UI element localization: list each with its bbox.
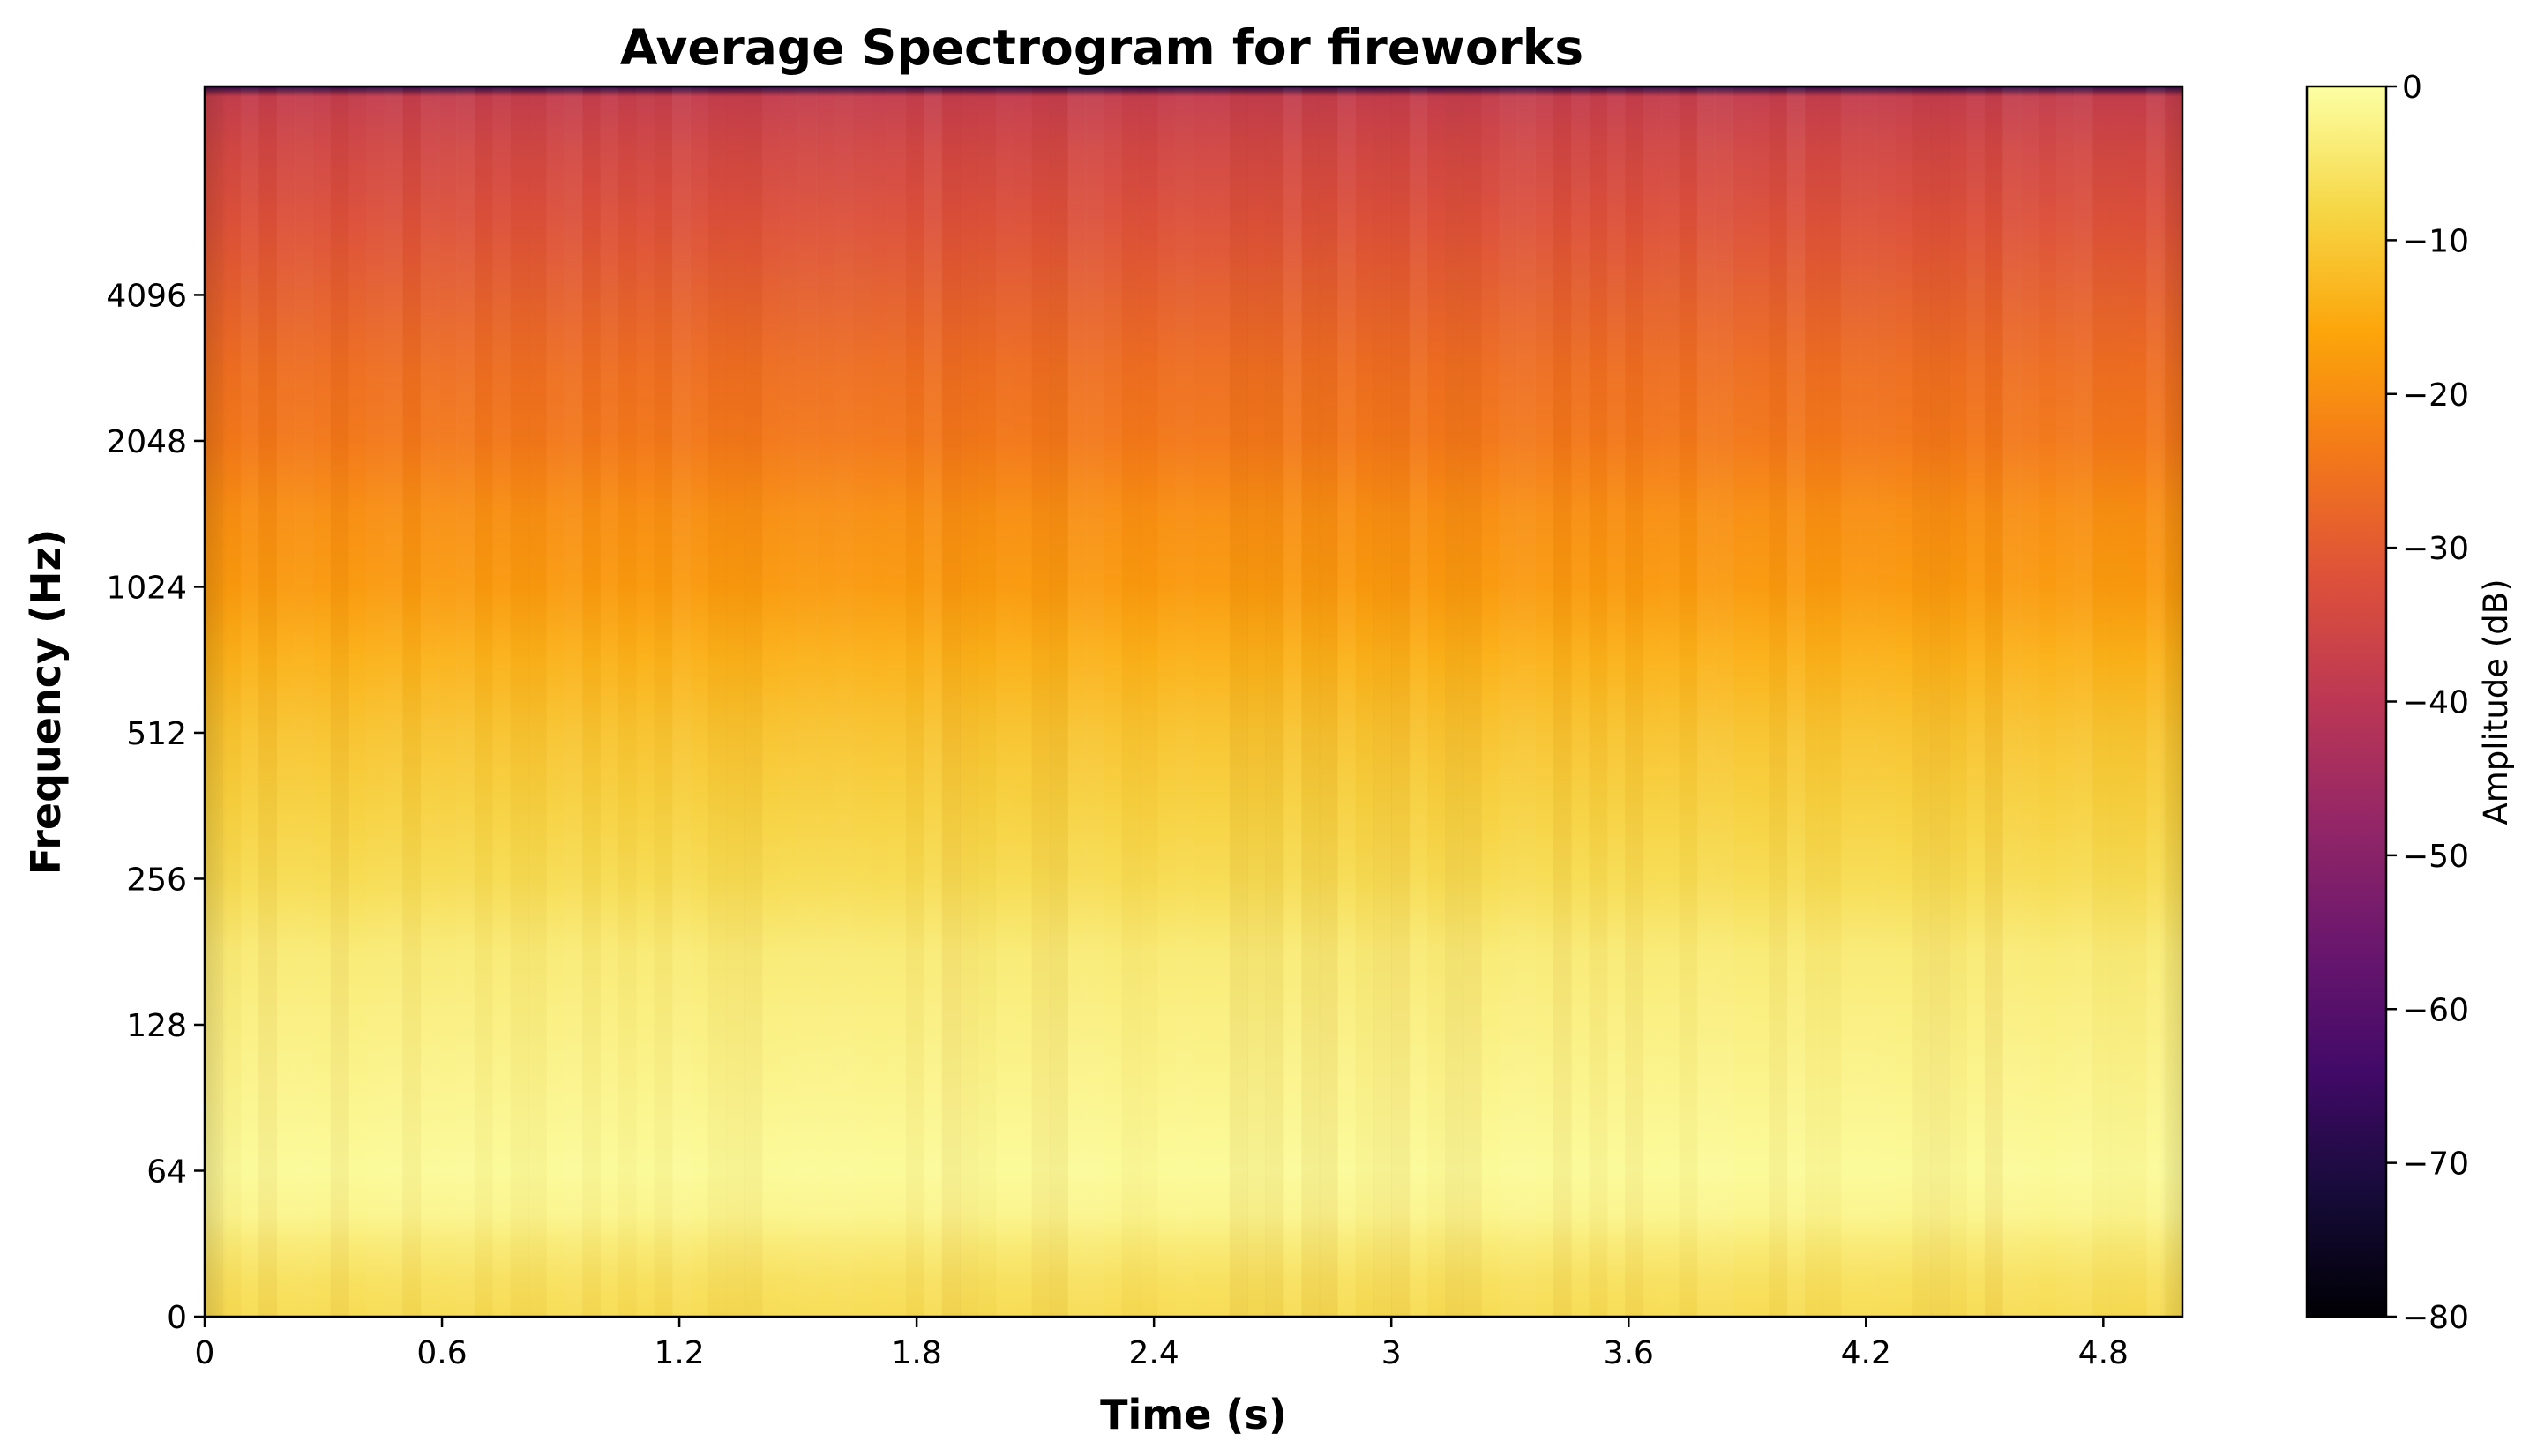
colorbar-ticks: 0 −10 −20 −30 −40 −50 −60 −70 −80 — [2386, 70, 2469, 1336]
x-tick-label: 3.6 — [1604, 1335, 1654, 1371]
colorbar-tick-label: −70 — [2402, 1146, 2469, 1183]
colorbar-tick-label: −50 — [2402, 839, 2469, 875]
colorbar-tick-label: −80 — [2402, 1300, 2469, 1336]
colorbar-gradient — [2307, 86, 2386, 1317]
x-tick-label: 4.2 — [1841, 1335, 1891, 1371]
x-tick-label: 1.2 — [654, 1335, 704, 1371]
colorbar-tick-label: −40 — [2402, 685, 2469, 721]
colorbar-label: Amplitude (dB) — [2477, 579, 2515, 825]
chart-title: Average Spectrogram for fireworks — [620, 19, 1583, 76]
colorbar-tick-label: −20 — [2402, 377, 2469, 414]
plot-area — [203, 85, 2184, 1318]
colorbar-tick-label: −10 — [2402, 223, 2469, 259]
y-tick-label: 2048 — [106, 424, 187, 460]
spectrogram-edge-shading — [205, 86, 2182, 1317]
y-tick-label: 64 — [146, 1154, 187, 1190]
y-tick-label: 128 — [126, 1008, 187, 1044]
y-tick-label: 512 — [126, 716, 187, 752]
x-tick-label: 4.8 — [2078, 1335, 2129, 1371]
x-tick-label: 0 — [195, 1335, 215, 1371]
x-tick-label: 0.6 — [416, 1335, 467, 1371]
plot-frame — [203, 85, 2184, 1318]
y-tick-label: 1024 — [106, 570, 187, 606]
x-axis-label: Time (s) — [1100, 1391, 1287, 1438]
colorbar-tick-label: −30 — [2402, 531, 2469, 567]
y-tick-label: 0 — [167, 1300, 187, 1336]
x-tick-label: 3 — [1381, 1335, 1402, 1371]
x-axis-ticks: 0 0.6 1.2 1.8 2.4 3 3.6 4.2 4.8 — [195, 1317, 2129, 1371]
colorbar-tick-label: 0 — [2402, 70, 2422, 106]
x-tick-label: 2.4 — [1129, 1335, 1179, 1371]
y-axis-label: Frequency (Hz) — [22, 529, 70, 876]
y-axis-ticks: 0 64 128 256 512 1024 2048 4096 — [106, 278, 205, 1336]
y-tick-label: 256 — [126, 862, 187, 898]
y-tick-label: 4096 — [106, 278, 187, 314]
x-tick-label: 1.8 — [891, 1335, 941, 1371]
colorbar-tick-label: −60 — [2402, 992, 2469, 1028]
colorbar: 0 −10 −20 −30 −40 −50 −60 −70 −80 Amplitude (dB) — [2305, 70, 2515, 1336]
